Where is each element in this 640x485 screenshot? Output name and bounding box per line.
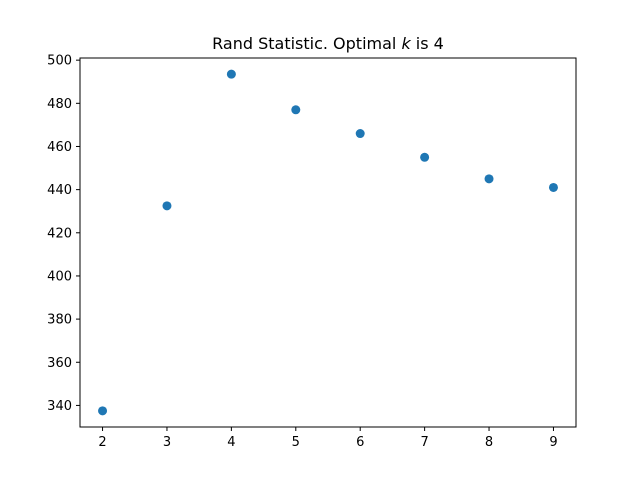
x-tick-label: 5 [292,435,300,450]
data-point [226,69,236,79]
y-axis-ticks: 340 360 380 400 420 440 460 480 500 [47,54,80,414]
data-point [355,129,365,139]
chart-title: Rand Statistic. Optimal k is 4 [212,34,444,53]
y-tick-label: 460 [47,140,72,155]
data-point [291,105,301,115]
y-tick-label: 440 [47,183,72,198]
y-tick-label: 340 [47,399,72,414]
x-tick-label: 6 [356,435,364,450]
x-axis-ticks: 2 3 4 5 6 7 8 9 [98,427,558,450]
y-tick-label: 480 [47,97,72,112]
y-tick-label: 500 [47,54,72,69]
data-point [98,406,108,416]
x-tick-label: 7 [420,435,428,450]
x-tick-label: 3 [163,435,171,450]
plot-frame [79,57,577,428]
x-tick-label: 2 [98,435,106,450]
data-point [548,182,558,192]
x-tick-label: 9 [549,435,557,450]
y-tick-label: 360 [47,356,72,371]
x-tick-label: 8 [485,435,493,450]
y-tick-label: 400 [47,269,72,284]
y-tick-label: 380 [47,313,72,328]
data-point [484,174,494,184]
x-tick-label: 4 [227,435,235,450]
data-point [162,201,172,211]
y-tick-label: 420 [47,226,72,241]
data-points [98,69,558,416]
data-point [420,152,430,162]
